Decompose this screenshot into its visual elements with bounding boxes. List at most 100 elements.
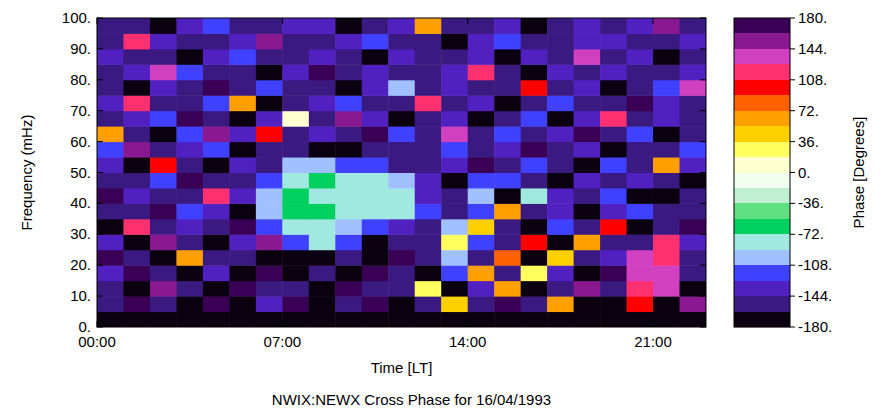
heat-cell — [574, 126, 601, 142]
heat-cell — [653, 296, 680, 312]
color-bar-band — [734, 68, 790, 69]
color-bar-band — [734, 276, 790, 277]
heat-cell — [203, 265, 230, 281]
color-bar-band — [734, 237, 790, 238]
heat-cell — [176, 49, 203, 65]
x-tick-label: 07:00 — [264, 333, 302, 350]
heat-cell — [547, 95, 574, 111]
color-bar-band — [734, 79, 790, 80]
heat-cell — [335, 296, 362, 312]
color-bar-band — [734, 218, 790, 219]
heat-cell — [653, 203, 680, 219]
heat-cell — [256, 234, 283, 250]
heat-cell — [441, 157, 468, 173]
heat-cell — [335, 49, 362, 65]
heat-cell — [415, 203, 442, 219]
heat-cell — [627, 312, 654, 327]
color-bar-band — [734, 91, 790, 92]
heat-cell — [282, 234, 309, 250]
heat-cell — [97, 250, 124, 266]
color-bar-band — [734, 311, 790, 312]
color-bar-band — [734, 148, 790, 149]
color-bar-tick-label: 108. — [798, 71, 827, 88]
color-bar-band — [734, 23, 790, 24]
heat-cell — [362, 203, 389, 219]
y-tick — [97, 141, 103, 142]
heat-cell — [441, 173, 468, 189]
heat-cell — [176, 80, 203, 96]
heat-cell — [521, 18, 548, 34]
heat-cell — [150, 64, 177, 80]
heat-cell — [123, 188, 150, 204]
heat-cell — [494, 219, 521, 235]
heat-cell — [415, 234, 442, 250]
color-bar-tick — [790, 48, 795, 49]
color-bar-band — [734, 256, 790, 257]
color-bar-band — [734, 301, 790, 302]
x-tick — [97, 18, 98, 24]
color-bar-band — [734, 310, 790, 311]
heat-cell — [229, 203, 256, 219]
y-tick — [97, 203, 103, 204]
heat-cell — [256, 18, 283, 34]
color-bar-band — [734, 242, 790, 243]
heat-cell — [176, 95, 203, 111]
color-bar-band — [734, 299, 790, 300]
heat-cell — [680, 80, 706, 96]
heat-cell — [627, 80, 654, 96]
heat-cell — [494, 126, 521, 142]
color-bar-band — [734, 114, 790, 115]
color-bar-band — [734, 207, 790, 208]
heat-cell — [468, 142, 495, 158]
heat-cell — [256, 219, 283, 235]
heat-cell — [600, 49, 627, 65]
heat-cell — [362, 111, 389, 127]
color-bar-band — [734, 123, 790, 124]
color-bar-band — [734, 172, 790, 173]
y-tick-label: 90. — [70, 40, 91, 57]
color-bar-tick — [790, 79, 795, 80]
heat-cell — [441, 95, 468, 111]
heat-cell — [415, 281, 442, 297]
heat-cell — [229, 18, 256, 34]
heat-cell — [521, 312, 548, 327]
color-bar-band — [734, 54, 790, 55]
heat-cell — [203, 64, 230, 80]
color-bar-band — [734, 65, 790, 66]
heat-cell — [229, 265, 256, 281]
heat-cell — [627, 265, 654, 281]
color-bar-tick-label: 144. — [798, 40, 827, 57]
heat-cell — [521, 188, 548, 204]
heat-cell — [680, 49, 706, 65]
heat-cell — [229, 188, 256, 204]
heat-cell — [441, 234, 468, 250]
heat-cell — [97, 157, 124, 173]
color-bar-band — [734, 145, 790, 146]
heat-cell — [123, 49, 150, 65]
heat-cell — [123, 126, 150, 142]
heat-cell — [441, 33, 468, 49]
color-bar-band — [734, 63, 790, 64]
color-bar-band — [734, 46, 790, 47]
color-bar-band — [734, 32, 790, 33]
color-bar-band — [734, 127, 790, 128]
heat-cell — [362, 64, 389, 80]
heat-cell — [123, 33, 150, 49]
color-bar-band — [734, 103, 790, 104]
heat-cell — [600, 18, 627, 34]
color-bar-band — [734, 139, 790, 140]
heat-cell — [388, 33, 415, 49]
heat-cell — [600, 203, 627, 219]
color-bar-band — [734, 280, 790, 281]
color-bar-band — [734, 50, 790, 51]
heat-cell — [362, 234, 389, 250]
heat-cell — [229, 312, 256, 327]
heat-cell — [653, 265, 680, 281]
heat-cell — [176, 281, 203, 297]
heat-cell — [521, 219, 548, 235]
color-bar-band — [734, 24, 790, 25]
color-bar-band — [734, 298, 790, 299]
color-bar-band — [734, 252, 790, 253]
heat-cell — [600, 265, 627, 281]
y-tick-label: 10. — [70, 287, 91, 304]
